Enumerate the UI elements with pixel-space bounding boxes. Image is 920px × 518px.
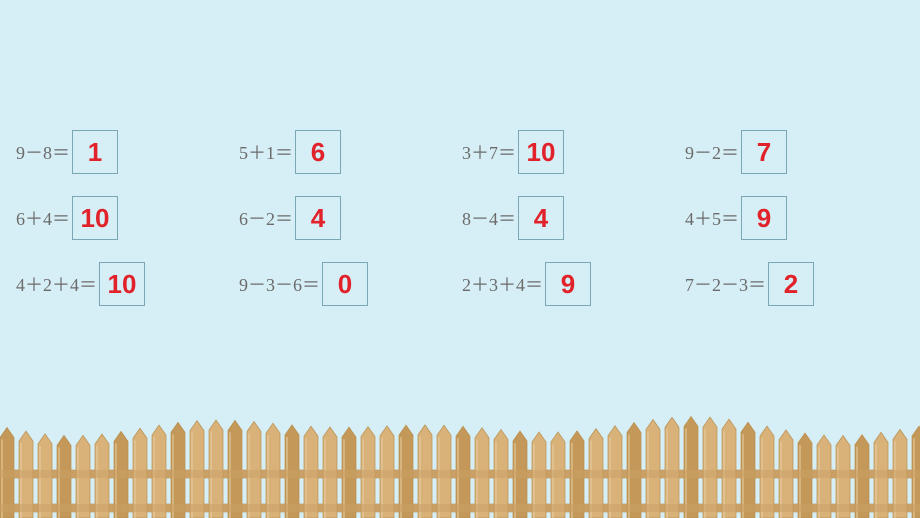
equation-expression: 3＋7＝ — [462, 139, 516, 165]
equation-expression: 4＋2＋4＝ — [16, 271, 97, 297]
equation-expression: 6＋4＝ — [16, 205, 70, 231]
answer-box: 4 — [518, 196, 564, 240]
answer-value: 10 — [108, 269, 137, 300]
answer-value: 2 — [784, 269, 798, 300]
equation-expression: 2＋3＋4＝ — [462, 271, 543, 297]
equations-col: 5＋1＝ 6 6－2＝ 4 9－3－6＝ 0 — [237, 130, 460, 306]
equations-col: 9－8＝ 1 6＋4＝ 10 4＋2＋4＝ 10 — [14, 130, 237, 306]
equation: 7－2－3＝ 2 — [685, 262, 814, 306]
answer-value: 4 — [311, 203, 325, 234]
answer-value: 9 — [757, 203, 771, 234]
equation-expression: 9－2＝ — [685, 139, 739, 165]
equations-col: 3＋7＝ 10 8－4＝ 4 2＋3＋4＝ 9 — [460, 130, 683, 306]
equation: 4＋2＋4＝ 10 — [16, 262, 145, 306]
answer-value: 9 — [561, 269, 575, 300]
answer-box: 9 — [545, 262, 591, 306]
equation: 8－4＝ 4 — [462, 196, 564, 240]
answer-box: 9 — [741, 196, 787, 240]
answer-value: 10 — [527, 137, 556, 168]
answer-box: 10 — [99, 262, 145, 306]
equation: 5＋1＝ 6 — [239, 130, 341, 174]
equation: 2＋3＋4＝ 9 — [462, 262, 591, 306]
equation: 9－3－6＝ 0 — [239, 262, 368, 306]
answer-box: 10 — [72, 196, 118, 240]
answer-value: 4 — [534, 203, 548, 234]
equation-expression: 9－8＝ — [16, 139, 70, 165]
equation-expression: 7－2－3＝ — [685, 271, 766, 297]
equation: 3＋7＝ 10 — [462, 130, 564, 174]
equation-expression: 9－3－6＝ — [239, 271, 320, 297]
equation-expression: 5＋1＝ — [239, 139, 293, 165]
answer-value: 6 — [311, 137, 325, 168]
answer-value: 1 — [88, 137, 102, 168]
answer-box: 10 — [518, 130, 564, 174]
equation-expression: 6－2＝ — [239, 205, 293, 231]
answer-box: 6 — [295, 130, 341, 174]
equation-expression: 4＋5＝ — [685, 205, 739, 231]
equation: 4＋5＝ 9 — [685, 196, 787, 240]
equations-grid: 9－8＝ 1 6＋4＝ 10 4＋2＋4＝ 10 5＋1＝ 6 6－2＝ 4 9… — [0, 130, 920, 306]
answer-value: 0 — [338, 269, 352, 300]
answer-box: 1 — [72, 130, 118, 174]
answer-box: 7 — [741, 130, 787, 174]
equations-col: 9－2＝ 7 4＋5＝ 9 7－2－3＝ 2 — [683, 130, 906, 306]
equation: 6－2＝ 4 — [239, 196, 341, 240]
answer-box: 4 — [295, 196, 341, 240]
answer-value: 7 — [757, 137, 771, 168]
equation: 9－2＝ 7 — [685, 130, 787, 174]
fence-icon — [0, 408, 920, 518]
equation: 9－8＝ 1 — [16, 130, 118, 174]
answer-box: 2 — [768, 262, 814, 306]
answer-box: 0 — [322, 262, 368, 306]
equation-expression: 8－4＝ — [462, 205, 516, 231]
equation: 6＋4＝ 10 — [16, 196, 118, 240]
answer-value: 10 — [81, 203, 110, 234]
